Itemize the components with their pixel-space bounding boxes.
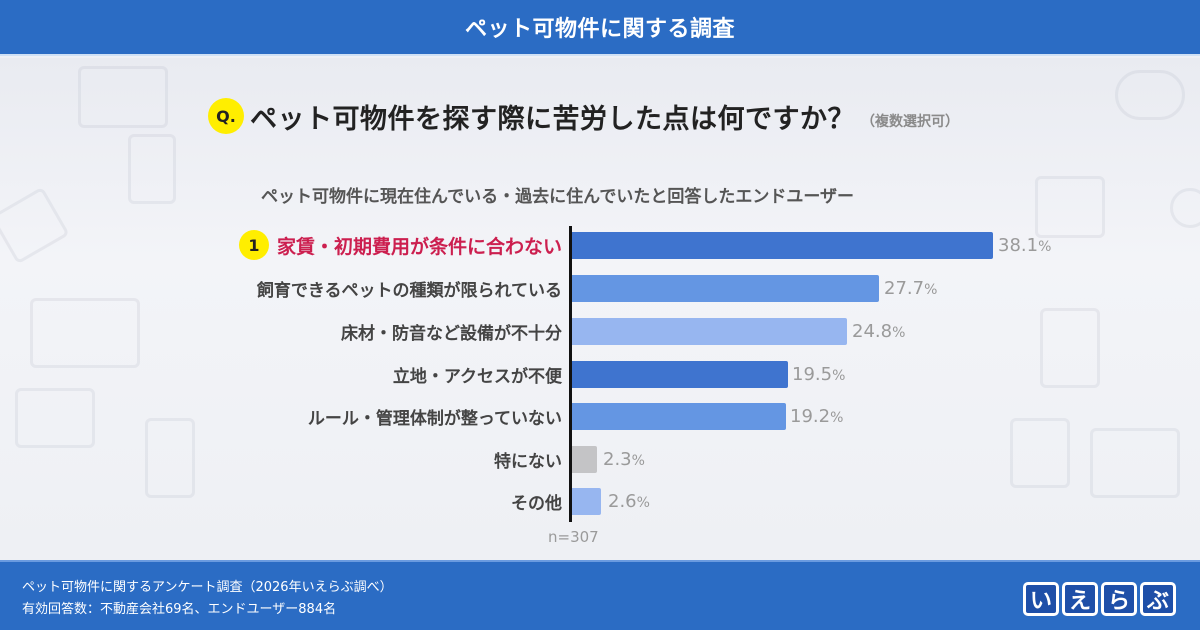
bar-chart: 1 家賃・初期費用が条件に合わない 38.1% 飼育できるペットの種類が限られて… [0, 58, 1200, 546]
row-label: 1 家賃・初期費用が条件に合わない [238, 230, 562, 260]
envelope-icon [1035, 176, 1105, 238]
chat-bubble-icon [1170, 188, 1200, 228]
logo-char: ぶ [1140, 582, 1176, 616]
bar-value: 19.2% [790, 405, 844, 427]
footer-respondents: 有効回答数：不動産会社69名、エンドユーザー884名 [22, 602, 337, 617]
folder-icon [15, 388, 95, 448]
chart-row: 1 家賃・初期費用が条件に合わない 38.1% [0, 230, 1200, 260]
chart-row: ルール・管理体制が整っていない 19.2% [0, 402, 1200, 430]
bar [572, 275, 879, 302]
question-badge: Q. [208, 98, 244, 134]
question-note: （複数選択可） [861, 114, 959, 130]
video-icon [1090, 428, 1180, 498]
rank-badge: 1 [238, 230, 269, 260]
bar-value: 24.8% [852, 320, 906, 342]
chart-subtitle: ペット可物件に現在住んでいる・過去に住んでいたと回答したエンドユーザー [261, 187, 854, 207]
document-icon [1040, 308, 1100, 388]
bar-value: 2.3% [603, 448, 645, 470]
row-label: 飼育できるペットの種類が限られている [256, 280, 562, 301]
chart-row: その他 2.6% [0, 487, 1200, 515]
row-label-text: 家賃・初期費用が条件に合わない [276, 235, 562, 258]
laptop-icon [78, 66, 168, 128]
bar [572, 488, 601, 515]
card-icon [30, 298, 140, 368]
row-label: 立地・アクセスが不便 [392, 366, 562, 387]
bag-icon [1010, 418, 1070, 488]
header-banner: ペット可物件に関する調査 [0, 0, 1200, 56]
bar [572, 318, 847, 345]
chart-row: 飼育できるペットの種類が限られている 27.7% [0, 274, 1200, 302]
bar-value: 27.7% [884, 277, 938, 299]
logo-char: い [1023, 582, 1059, 616]
bar [572, 403, 786, 430]
cloud-icon [1115, 70, 1185, 120]
header-title: ペット可物件に関する調査 [464, 17, 735, 42]
question-text: ペット可物件を探す際に苦労した点は何ですか？ [250, 103, 855, 135]
row-label: 特にない [494, 451, 562, 472]
footer-survey-title: ペット可物件に関するアンケート調査（2026年いえらぶ調べ） [22, 580, 393, 595]
footer: ペット可物件に関するアンケート調査（2026年いえらぶ調べ） 有効回答数：不動産… [0, 560, 1200, 630]
logo-char: ら [1101, 582, 1137, 616]
chart-row: 床材・防音など設備が不十分 24.8% [0, 317, 1200, 345]
row-label: その他 [511, 493, 562, 514]
document-icon [128, 134, 176, 204]
question-heading: Q. ペット可物件を探す際に苦労した点は何ですか？ （複数選択可） [208, 96, 959, 136]
brand-logo: い え ら ぶ [1023, 582, 1176, 616]
bar [572, 446, 597, 473]
chart-axis [569, 226, 572, 522]
main-panel: Q. ペット可物件を探す際に苦労した点は何ですか？ （複数選択可） ペット可物件… [0, 58, 1200, 560]
row-label: ルール・管理体制が整っていない [307, 408, 562, 429]
bar [572, 361, 788, 388]
bar-value: 19.5% [792, 363, 846, 385]
bar [572, 232, 993, 259]
clipboard-icon [145, 418, 195, 498]
row-label: 床材・防音など設備が不十分 [341, 323, 562, 344]
sample-size-label: n=307 [548, 528, 599, 546]
logo-char: え [1062, 582, 1098, 616]
chart-row: 立地・アクセスが不便 19.5% [0, 360, 1200, 388]
bar-value: 2.6% [608, 490, 650, 512]
bar-value: 38.1% [998, 234, 1052, 256]
chart-row: 特にない 2.3% [0, 445, 1200, 473]
